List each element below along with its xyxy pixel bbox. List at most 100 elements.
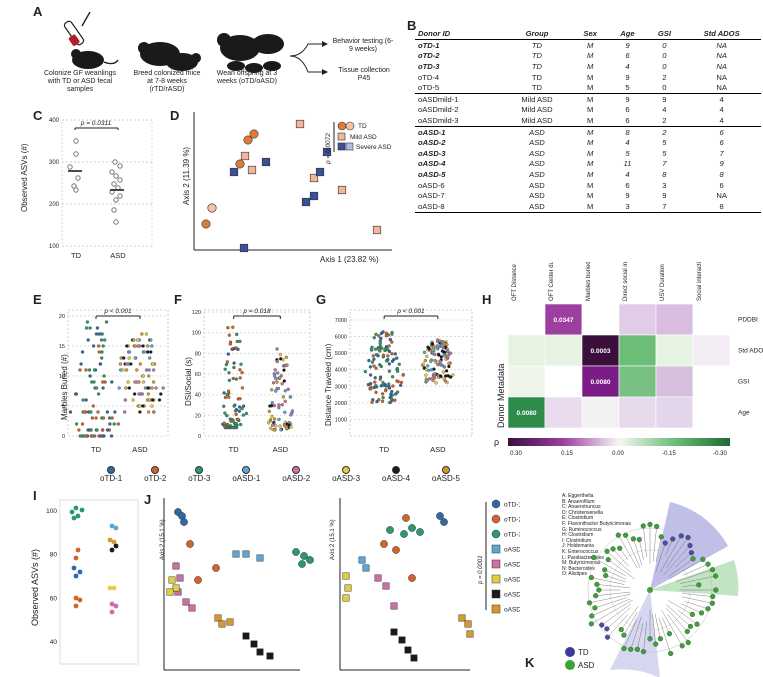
tree-node [709,567,716,573]
table-cell: Mild ASD [502,115,572,127]
mild-point [337,185,347,195]
heatmap-value: 0.0080 [517,410,537,417]
data-point [422,350,427,354]
table-row: oASD-7 ASD M 9 9 NA [415,190,761,201]
data-point [273,374,277,378]
data-point [437,353,441,357]
data-point [133,344,137,348]
data-point [378,341,382,346]
pvalue-label: p < 0.001 [103,308,132,315]
tree-node [689,611,695,617]
data-point [390,628,398,636]
tree-branch [612,548,629,567]
tree-branch [594,597,627,609]
data-point [363,369,367,374]
group-label: TD [71,251,82,258]
legend-item: oASD-3 [332,466,360,483]
data-point [84,398,88,402]
data-point [286,387,290,391]
tree-branch [589,593,631,604]
data-point [285,363,289,367]
legend-item: oASD-2 [282,466,310,483]
severe-point [322,147,332,157]
table-cell: M [571,115,609,127]
table-cell: 9 [719,159,724,169]
tree-node [603,573,609,579]
data-point [233,409,238,413]
severe-point [261,157,271,167]
colorbar-tick: 0.30 [510,451,522,457]
heatmap-cell [618,365,657,398]
table-header-cell: Group [502,28,572,40]
tree-node [698,610,705,616]
data-point [271,381,276,385]
data-point [228,417,232,421]
table-cell: M [586,169,594,179]
data-point [381,353,386,357]
tree-node [657,636,663,642]
panel-i-plot: 100 80 60 40 [46,499,139,665]
heatmap-cell [507,365,546,398]
tree-branch [682,563,709,576]
data-point [138,362,142,366]
tree-node [679,643,685,649]
table-cell: TD [531,40,543,50]
data-point [113,543,119,549]
data-point [154,386,158,390]
data-point [306,556,314,564]
tree-branch [677,610,698,625]
table-cell: 11 [623,159,632,169]
table-cell: ASD [502,200,572,213]
data-point [342,594,350,602]
data-point [73,555,79,561]
data-point [141,374,145,378]
data-point [464,620,472,628]
table-cell: 9 [625,72,630,82]
pvalue-label: p = 0.0311 [80,120,112,127]
data-point [382,582,390,590]
table-cell: 4 [682,115,761,127]
table-cell: 6 [625,105,630,115]
legend-icon [491,559,501,569]
tree-node [586,600,593,606]
panel-k-letter: K [525,655,535,670]
heatmap-cell [544,365,583,398]
legend-td-icon [337,121,347,131]
data-point [423,358,427,363]
data-point [231,425,235,430]
data-point [281,395,286,399]
data-point [166,588,174,596]
heatmap-cell [544,303,583,336]
data-point [271,423,275,427]
data-point [273,428,277,432]
data-point [138,404,142,408]
tree-node [700,556,706,563]
table-header-cell: Sex [571,28,609,40]
table-row: oASD-4 ASD M 11 7 9 [415,159,761,170]
data-point [389,397,394,401]
tree-branch [652,526,657,562]
data-point [90,380,94,384]
legend-label: oASD-1 [504,547,520,554]
data-point [113,410,117,414]
data-point [285,426,289,431]
tree-branch [655,536,662,562]
data-point [276,371,280,375]
taxa-label: I: Clostridium [562,537,592,544]
table-row: oASD-6 ASD M 6 3 6 [415,180,761,191]
data-point [228,342,232,346]
data-point [390,352,394,356]
data-point [232,361,236,365]
data-point [444,369,449,373]
data-point [273,368,277,372]
data-point [102,434,106,438]
tick-label: 5 [62,404,65,410]
mild-point [295,119,305,129]
data-point [85,320,90,324]
data-point [238,368,242,372]
data-point [387,369,392,373]
data-point [427,377,432,381]
table-cell: 4 [625,138,630,148]
data-point [113,173,119,179]
panel-g-plot: 1000 2000 3000 4000 5000 6000 7000 p < 0.001 TD A… [335,308,473,454]
